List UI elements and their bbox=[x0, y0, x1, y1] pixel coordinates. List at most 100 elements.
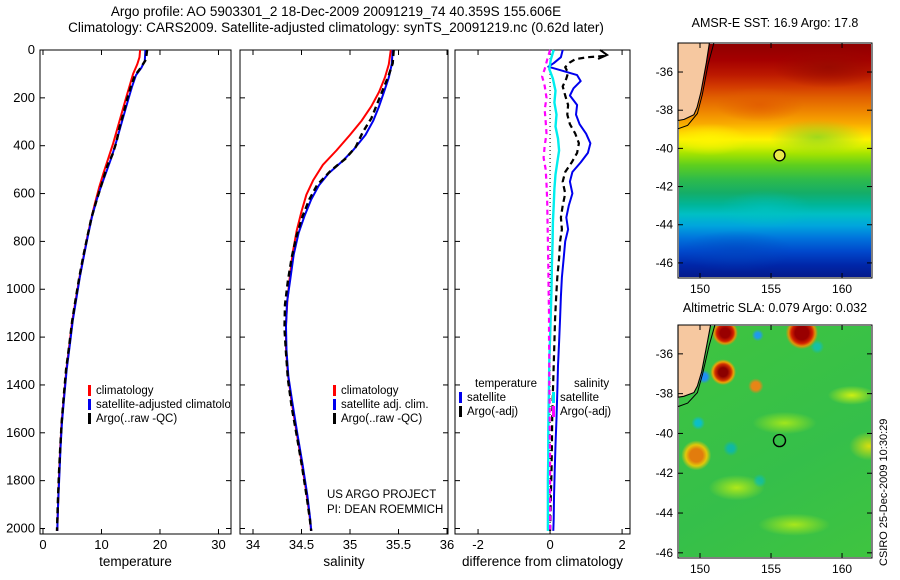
panel-difference: -2 0 2 difference from climatology bbox=[454, 49, 631, 569]
legend-difference-temperature: temperature satellite Argo(-adj) bbox=[459, 377, 537, 419]
legend-item: Argo(-adj) bbox=[552, 405, 611, 419]
project-annotation-line2: PI: DEAN ROEMMICH bbox=[327, 504, 444, 516]
y-tick-label: -40 bbox=[656, 426, 674, 440]
x-axis-label: salinity bbox=[323, 554, 365, 569]
offscale-arrowhead bbox=[597, 49, 610, 60]
csiro-watermark: CSIRO 25-Dec-2009 10:30:29 bbox=[878, 418, 890, 566]
series-temperature-argo-raw bbox=[55, 49, 149, 531]
x-tick-label: 10 bbox=[94, 537, 108, 552]
y-tick-label: -42 bbox=[656, 180, 674, 194]
series-salinity-climatology bbox=[285, 49, 392, 532]
legend-item: climatology bbox=[88, 384, 230, 398]
x-tick-label: 2 bbox=[618, 537, 625, 552]
x-tick-label: 160 bbox=[832, 562, 852, 576]
y-tick-label: 2000 bbox=[6, 520, 35, 535]
y-tick-label: -42 bbox=[656, 466, 674, 480]
legend-label: satellite bbox=[560, 392, 599, 404]
temp-argo-swatch bbox=[459, 406, 462, 417]
legend-label: climatology bbox=[96, 385, 154, 397]
legend-label: Argo(-adj) bbox=[467, 406, 519, 418]
y-tick-label: 400 bbox=[13, 138, 35, 153]
figure-title-line2: Climatology: CARS2009. Satellite-adjuste… bbox=[68, 20, 604, 35]
y-tick-label: -44 bbox=[656, 218, 674, 232]
y-tick-label: 800 bbox=[13, 233, 35, 248]
legend-item: satellite bbox=[552, 391, 611, 405]
legend-salinity: climatology satellite adj. clim. Argo(..… bbox=[333, 384, 429, 426]
axes-frame bbox=[239, 49, 449, 535]
x-tick-label: -2 bbox=[472, 537, 484, 552]
legend-column-header: salinity bbox=[574, 378, 610, 390]
project-annotation-line1: US ARGO PROJECT bbox=[327, 489, 437, 501]
x-axis-label: difference from climatology bbox=[462, 554, 623, 569]
legend-label: Argo(..raw -QC) bbox=[96, 413, 178, 425]
x-tick-label: 20 bbox=[153, 537, 167, 552]
figure-title: Argo profile: AO 5903301_2 18-Dec-2009 2… bbox=[0, 4, 672, 36]
y-tick-label: 1600 bbox=[6, 425, 35, 440]
legend-item: satellite bbox=[459, 391, 537, 405]
y-tick-label: 1400 bbox=[6, 377, 35, 392]
climatology-line-swatch bbox=[333, 385, 336, 396]
y-tick-label: -44 bbox=[656, 506, 674, 520]
legend-item: satellite adj. clim. bbox=[333, 398, 429, 412]
sst-map-title: AMSR-E SST: 16.9 Argo: 17.8 bbox=[691, 16, 859, 30]
legend-label: satellite adj. clim. bbox=[341, 399, 429, 411]
y-tick-label: 200 bbox=[13, 90, 35, 105]
argo-line-swatch bbox=[333, 413, 336, 424]
legend-label: satellite bbox=[467, 392, 506, 404]
x-tick-label: 0 bbox=[546, 537, 553, 552]
temp-satellite-swatch bbox=[459, 392, 462, 403]
x-tick-label: 150 bbox=[690, 562, 710, 576]
legend-label: Argo(-adj) bbox=[560, 406, 612, 418]
sla-map-title: Altimetric SLA: 0.079 Argo: 0.032 bbox=[682, 301, 868, 315]
argo-line-swatch bbox=[88, 413, 91, 424]
series-difference-sal-satellite bbox=[546, 49, 561, 531]
y-tick-label: -46 bbox=[656, 256, 674, 270]
series-difference-temp-argo bbox=[549, 54, 605, 531]
climatology-line-swatch bbox=[88, 385, 91, 396]
satellite-line-swatch bbox=[333, 399, 336, 410]
y-tick-label: -40 bbox=[656, 141, 674, 155]
x-tick-label: 34.5 bbox=[289, 537, 314, 552]
axes-frame bbox=[454, 49, 631, 535]
legend-temperature: climatology satellite-adjusted climatolo… bbox=[88, 384, 230, 426]
y-tick-label: -38 bbox=[656, 387, 674, 401]
y-tick-label: 0 bbox=[28, 42, 35, 57]
sla-map-image bbox=[679, 326, 871, 557]
y-tick-label: -46 bbox=[656, 546, 674, 560]
legend-difference-salinity: salinity satellite Argo(-adj) bbox=[552, 377, 611, 419]
series-temperature-climatology bbox=[56, 49, 142, 531]
sal-argo-swatch bbox=[552, 406, 555, 417]
y-tick-label: 1800 bbox=[6, 473, 35, 488]
series-salinity-argo-raw bbox=[283, 49, 395, 532]
x-tick-label: 160 bbox=[832, 282, 852, 296]
x-axis-label: temperature bbox=[99, 554, 172, 569]
y-tick-label: -38 bbox=[656, 103, 674, 117]
y-tick-label: -36 bbox=[656, 65, 674, 79]
sal-satellite-swatch bbox=[552, 392, 555, 403]
y-tick-label: 1000 bbox=[6, 281, 35, 296]
series-salinity-satellite-adjusted bbox=[285, 49, 394, 531]
axes-frame bbox=[39, 49, 232, 535]
x-tick-label: 0 bbox=[39, 537, 46, 552]
x-tick-label: 35.5 bbox=[386, 537, 411, 552]
series-difference-sal-argo bbox=[540, 49, 552, 531]
figure-title-line1: Argo profile: AO 5903301_2 18-Dec-2009 2… bbox=[110, 4, 562, 19]
x-tick-label: 155 bbox=[761, 562, 781, 576]
legend-item: Argo(..raw -QC) bbox=[333, 412, 429, 426]
satellite-line-swatch bbox=[88, 399, 91, 410]
x-tick-label: 155 bbox=[761, 282, 781, 296]
sst-map-image bbox=[679, 44, 871, 277]
x-tick-label: 30 bbox=[211, 537, 225, 552]
legend-label: satellite-adjusted climatology bbox=[96, 399, 230, 411]
legend-item: climatology bbox=[333, 384, 429, 398]
x-tick-label: 35 bbox=[343, 537, 357, 552]
legend-column-header: temperature bbox=[475, 378, 538, 390]
x-tick-label: 36 bbox=[440, 537, 454, 552]
legend-label: Argo(..raw -QC) bbox=[341, 413, 423, 425]
y-tick-label: 1200 bbox=[6, 329, 35, 344]
panel-temperature: 0 10 20 30 0 200 400 600 800 1000 1200 1400 1600 1800… bbox=[6, 42, 232, 569]
x-tick-label: 34 bbox=[246, 537, 260, 552]
y-tick-label: 600 bbox=[13, 186, 35, 201]
legend-item: satellite-adjusted climatology bbox=[88, 398, 230, 412]
